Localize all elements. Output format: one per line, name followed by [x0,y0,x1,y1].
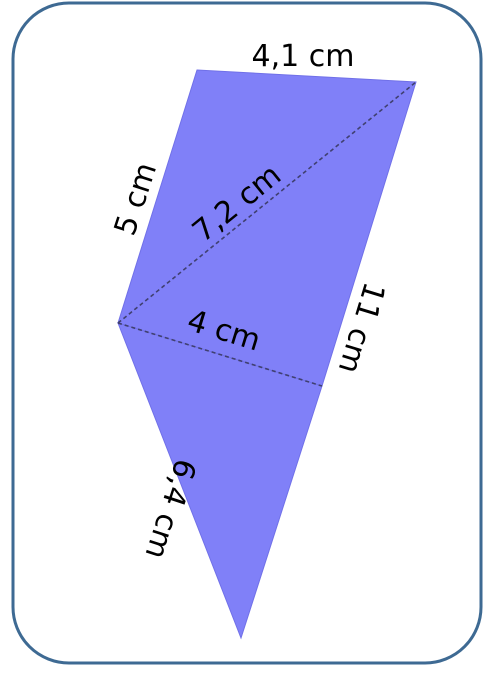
top-edge-label: 4,1 cm [252,39,355,74]
middle-diagonal-line [117,322,323,387]
long-diagonal-line [117,81,417,324]
